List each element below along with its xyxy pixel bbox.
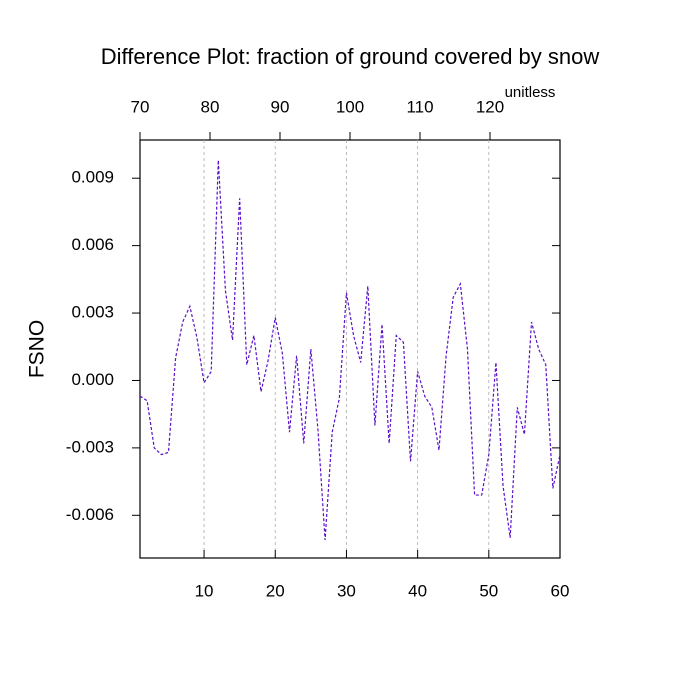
y-axis-label: FSNO [26,320,49,378]
data-line [139,160,561,541]
x-tick-label: 10 [195,581,214,600]
x-tick-label: 50 [479,581,498,600]
x2-tick-label: 120 [476,97,504,116]
x-tick-label: 20 [266,581,285,600]
x-tick-label: 40 [408,581,427,600]
y-tick-label: -0.006 [66,505,114,524]
x2-tick-label: 70 [131,97,150,116]
y-tick-label: 0.006 [71,235,114,254]
x-tick-label: 60 [551,581,570,600]
y-tick-label: 0.000 [71,370,114,389]
chart-title: Difference Plot: fraction of ground cove… [101,44,600,69]
y-tick-label: -0.003 [66,437,114,456]
x2-tick-label: 90 [271,97,290,116]
x2-tick-label: 110 [406,97,433,116]
units-label: unitless [505,84,556,101]
y-tick-label: 0.009 [71,168,114,187]
x-tick-label: 30 [337,581,356,600]
x2-tick-label: 100 [336,97,364,116]
plot-frame [139,139,561,559]
x2-tick-label: 80 [201,97,220,116]
y-tick-label: 0.003 [71,303,114,322]
